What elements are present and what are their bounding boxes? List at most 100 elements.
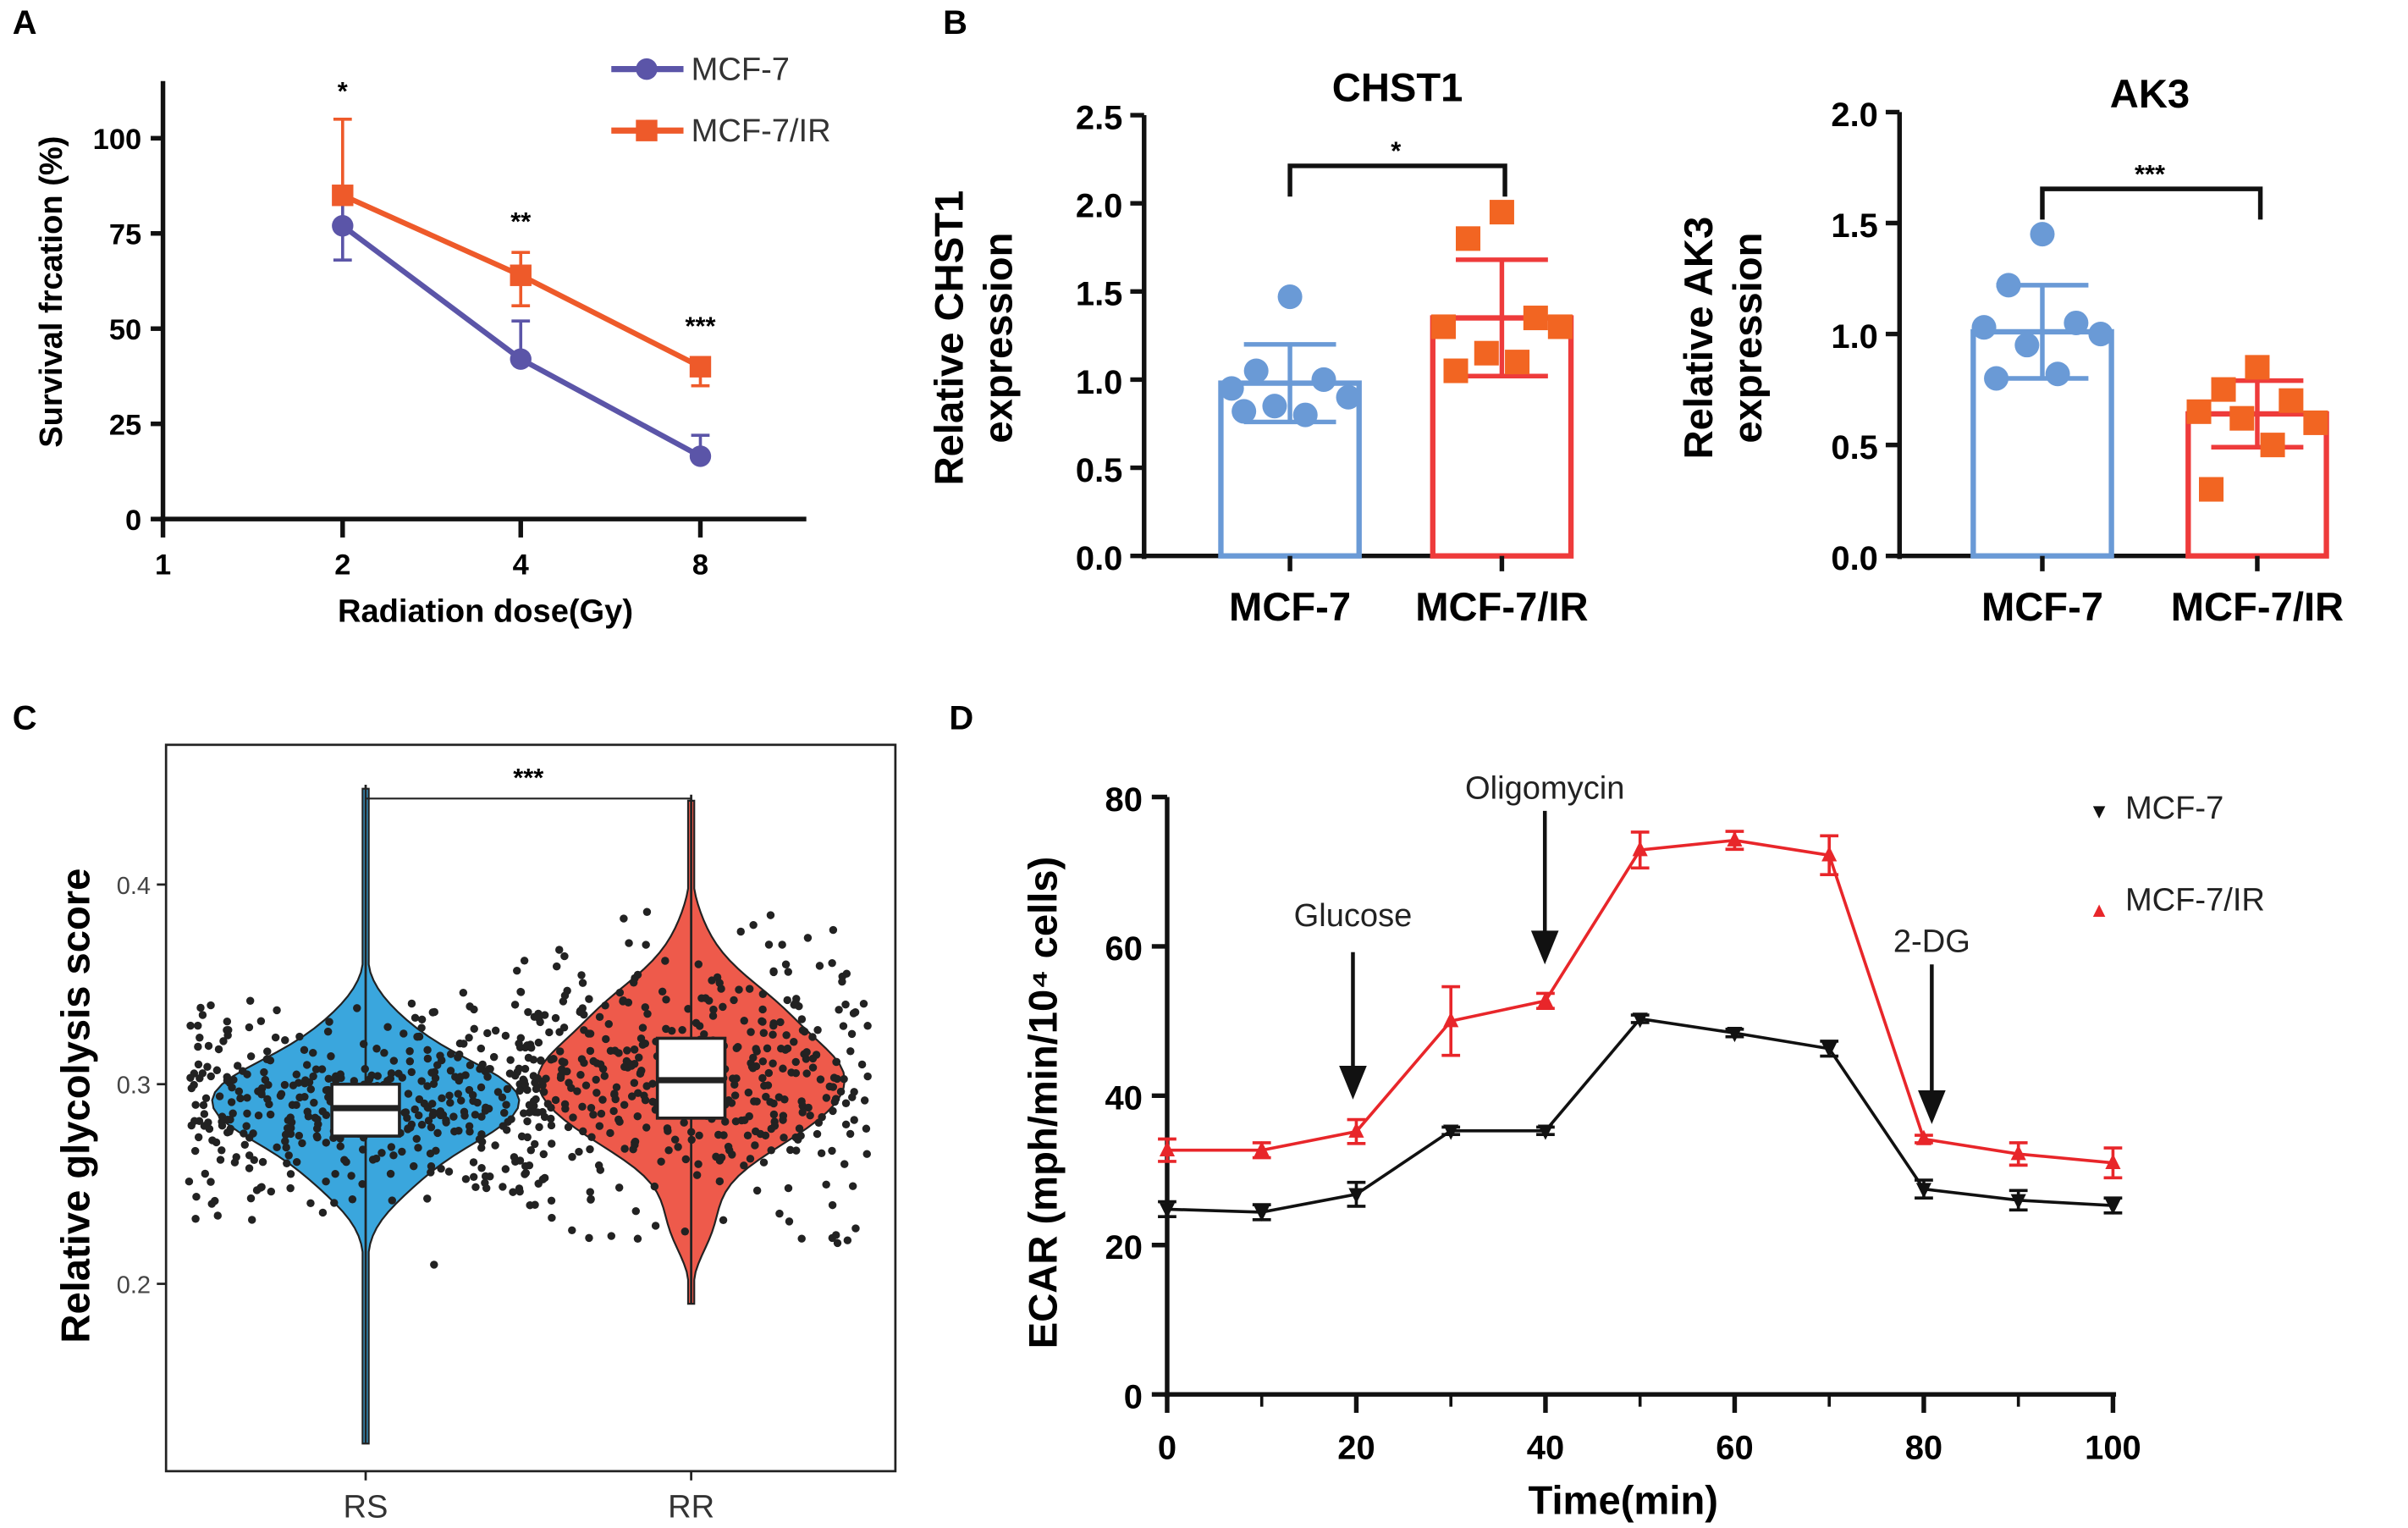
data-point [806, 1111, 814, 1120]
data-point [829, 1106, 837, 1116]
data-point [191, 1215, 200, 1223]
data-point [559, 1023, 569, 1032]
y-tick-label: 1.0 [1076, 364, 1122, 401]
data-point [708, 976, 716, 985]
data-point [758, 990, 768, 998]
data-point [838, 977, 846, 986]
legend-marker [2092, 904, 2106, 917]
y-axis-label: Relative CHST1 [927, 190, 972, 486]
data-point [689, 445, 712, 467]
data-point [389, 1151, 398, 1160]
data-point [577, 1055, 587, 1063]
data-point [813, 1129, 822, 1139]
data-point [642, 1123, 651, 1132]
data-point [568, 1226, 576, 1235]
data-point [437, 1164, 445, 1173]
data-point [2245, 355, 2270, 380]
data-point [615, 1117, 624, 1126]
data-point [1443, 1124, 1459, 1140]
data-point [857, 1060, 867, 1069]
x-tick-label: 0 [1158, 1429, 1176, 1466]
data-point [1996, 273, 2021, 298]
data-point [347, 1172, 355, 1180]
data-point [300, 1045, 309, 1055]
legend-marker [636, 119, 658, 141]
x-tick-label: 80 [1905, 1429, 1942, 1466]
data-point [597, 1109, 606, 1118]
data-point [825, 1082, 834, 1091]
data-point [198, 1011, 207, 1019]
significance-marker: ** [510, 207, 531, 236]
data-point [664, 1127, 672, 1135]
data-point [455, 1076, 463, 1085]
data-point [681, 1227, 690, 1236]
data-point [1292, 402, 1318, 428]
x-tick-label: RR [668, 1489, 714, 1525]
data-point [612, 1083, 621, 1091]
data-point [331, 1169, 339, 1178]
x-tick-label: MCF-7/IR [2171, 584, 2344, 629]
y-tick-label: 80 [1105, 781, 1143, 819]
data-point [491, 1141, 499, 1150]
data-point [372, 1045, 381, 1053]
data-point [630, 1078, 639, 1087]
y-tick-label: 0.0 [1831, 540, 1877, 577]
data-point [424, 1117, 433, 1125]
data-point [313, 1133, 322, 1142]
data-point [692, 1171, 702, 1179]
data-point [2229, 405, 2255, 431]
data-point [2088, 322, 2113, 347]
data-point [246, 1052, 256, 1061]
data-point [746, 1155, 755, 1163]
data-point [778, 941, 786, 949]
data-point [561, 1105, 570, 1113]
data-point [862, 1124, 871, 1133]
data-point [477, 1138, 487, 1146]
data-point [263, 1047, 272, 1056]
data-point [797, 1097, 806, 1106]
data-point [833, 1238, 842, 1248]
data-point [790, 1001, 798, 1009]
data-point [840, 1074, 848, 1084]
y-tick-label: 1.0 [1831, 318, 1877, 356]
data-point [602, 1034, 610, 1044]
data-point [798, 1026, 807, 1034]
data-point [523, 1085, 532, 1095]
data-point [642, 907, 652, 916]
data-point [287, 1123, 295, 1133]
data-point [1348, 1188, 1364, 1204]
data-point [623, 1046, 631, 1055]
data-point [584, 1029, 593, 1038]
x-tick-label: MCF-7 [1229, 584, 1351, 629]
data-point [466, 1061, 475, 1070]
data-point [735, 985, 743, 994]
data-point [327, 1052, 335, 1061]
data-point [267, 1187, 276, 1196]
data-point [715, 979, 724, 987]
data-point [213, 1211, 222, 1220]
legend-label: MCF-7/IR [692, 113, 831, 149]
data-point [802, 1055, 811, 1063]
data-point [245, 1151, 254, 1160]
data-point [359, 1040, 368, 1048]
data-point [568, 1152, 576, 1161]
data-point [533, 1108, 543, 1117]
data-point [687, 1135, 696, 1145]
arrow-head-icon [1339, 1065, 1367, 1100]
data-point [2279, 388, 2304, 413]
data-point [523, 1041, 532, 1050]
data-point [313, 1115, 322, 1123]
data-point [1915, 1129, 1932, 1145]
data-point [836, 1087, 846, 1096]
x-axis-label: Time(min) [1529, 1478, 1718, 1523]
y-tick-label: 50 [109, 314, 141, 346]
data-point [232, 1153, 240, 1161]
data-point [455, 1050, 464, 1059]
y-tick-label: 0.0 [1076, 540, 1122, 577]
data-point [1336, 384, 1361, 410]
significance-marker: * [1391, 136, 1401, 166]
significance-bracket [2040, 186, 2263, 220]
data-point [417, 1015, 427, 1024]
data-point [777, 1044, 785, 1053]
data-point [1821, 1042, 1838, 1058]
